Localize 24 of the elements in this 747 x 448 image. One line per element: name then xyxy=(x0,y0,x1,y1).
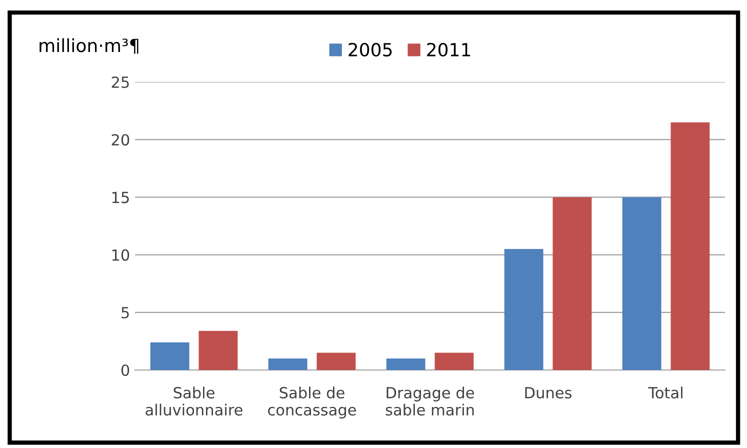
y-tick-label: 5 xyxy=(122,307,129,318)
x-tick-label: Sable de concassage xyxy=(268,386,356,419)
y-tick-label: 25 xyxy=(112,76,129,88)
y-tick-label: 20 xyxy=(112,134,130,146)
x-tick-label: Dunes xyxy=(525,387,572,398)
bar xyxy=(552,197,592,370)
y-tick-label: 10 xyxy=(112,249,130,261)
bar xyxy=(386,358,426,370)
bar xyxy=(268,358,308,370)
y-axis-title: million·m³¶ xyxy=(40,38,138,54)
bar xyxy=(622,197,662,370)
x-tick-label: Total xyxy=(648,386,682,398)
bar xyxy=(198,330,238,370)
bar xyxy=(504,249,544,370)
legend-label: 2011 xyxy=(427,42,470,56)
bar xyxy=(434,352,474,370)
bar xyxy=(316,352,356,370)
bar xyxy=(150,342,190,370)
x-tick-label: Sable alluvionnaire xyxy=(146,386,242,416)
y-tick-label: 15 xyxy=(112,192,129,204)
legend-label: 2005 xyxy=(348,42,392,56)
x-tick-label: Dragage de sable marin xyxy=(386,386,474,416)
bar xyxy=(670,122,710,370)
y-tick-label: 0 xyxy=(121,364,130,376)
